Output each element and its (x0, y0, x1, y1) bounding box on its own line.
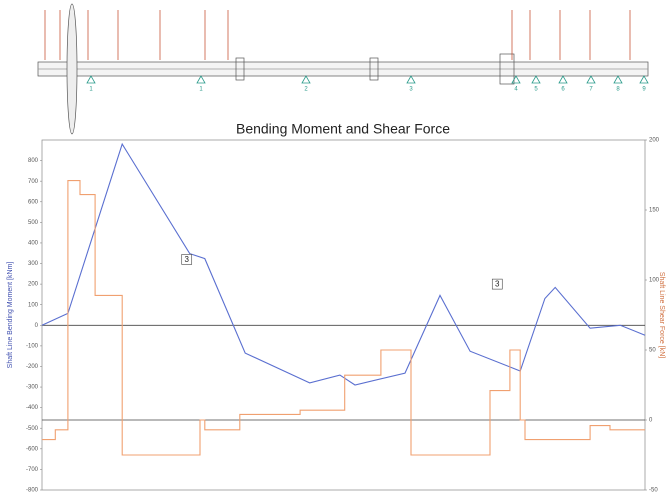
bearing-label: 5 (534, 87, 538, 93)
y2-tick-label: 50 (649, 348, 656, 354)
annotation-box (491, 278, 503, 290)
bearing-label: 1 (89, 87, 93, 93)
plot-frame (41, 139, 646, 491)
bearing-label: 1 (199, 87, 203, 93)
y-tick-label: -700 (26, 467, 39, 473)
series-line (42, 180, 645, 456)
y-axis-label: Shaft Line Bending Moment [kNm] (7, 262, 14, 369)
bearing-label: 2 (304, 87, 308, 93)
y2-axis-label: Shaft Line Shear Force [kN] (658, 272, 665, 358)
y-tick-label: -100 (26, 343, 39, 349)
chart-title: Bending Moment and Shear Force (236, 121, 450, 137)
flange (499, 53, 515, 85)
y-tick-label: 800 (28, 158, 39, 164)
y-tick-label: 400 (28, 241, 39, 247)
bearing (301, 75, 311, 84)
y2-tick-label: 200 (649, 138, 660, 144)
bearing-label: 9 (642, 87, 646, 93)
y2-tick-label: 100 (649, 278, 660, 284)
y-tick-label: 600 (28, 199, 39, 205)
y-tick-label: -500 (26, 426, 39, 432)
annotation: 3 (184, 255, 189, 264)
series-line (41, 142, 646, 386)
bearings: 1 1 2 3 4 5 6 7 8 9 (86, 75, 649, 93)
y-tick-label: -200 (26, 364, 39, 370)
y2-tick-label: 0 (649, 418, 653, 424)
shaft-diagram (37, 3, 649, 135)
y2-tick-label: 150 (649, 208, 660, 214)
y-tick-label: 100 (28, 302, 39, 308)
y-tick-label: -600 (26, 446, 39, 452)
bearing (558, 75, 568, 84)
bearing-label: 6 (561, 87, 565, 93)
y2-tick-label: -50 (649, 488, 658, 492)
flange (369, 57, 379, 81)
bearing (86, 75, 96, 84)
bearing (613, 75, 623, 84)
bearing-label: 7 (589, 87, 593, 93)
flange (235, 57, 245, 81)
bearing (196, 75, 206, 84)
annotation-box (181, 254, 193, 265)
y-tick-label: -800 (26, 488, 39, 492)
y-tick-label: 500 (28, 220, 39, 226)
propeller (66, 3, 78, 135)
annotation: 3 (495, 280, 500, 289)
bearing-label: 8 (616, 87, 620, 93)
bearing (586, 75, 596, 84)
y-tick-label: 300 (28, 261, 39, 267)
load-arrows (44, 10, 631, 60)
bearing-label: 4 (514, 87, 518, 93)
bearing (639, 75, 649, 84)
bearing (406, 75, 416, 84)
bearing-label: 3 (409, 87, 413, 93)
y-tick-label: 200 (28, 282, 39, 288)
y-tick-label: 0 (35, 323, 39, 329)
bearing (531, 75, 541, 84)
y-tick-label: -400 (26, 405, 39, 411)
y-tick-label: 700 (28, 179, 39, 185)
y-tick-label: -300 (26, 385, 39, 391)
bearing (511, 75, 521, 84)
